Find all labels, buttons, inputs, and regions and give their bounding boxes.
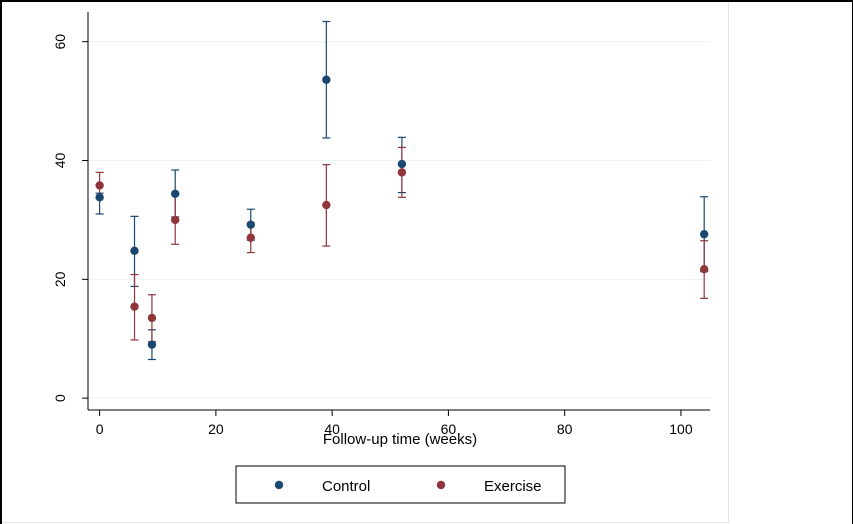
point-exercise-1 (130, 302, 139, 311)
point-exercise-4 (246, 233, 255, 242)
point-control-7 (699, 229, 709, 239)
legend-label-exercise: Exercise (484, 478, 542, 495)
x-tick-label-40: 40 (324, 421, 340, 437)
legend-marker-exercise (436, 480, 446, 490)
point-exercise-5 (322, 200, 331, 210)
x-tick-label-80: 80 (557, 421, 573, 437)
point-exercise-0 (95, 181, 104, 190)
point-exercise-7 (699, 265, 709, 274)
point-control-0 (95, 193, 104, 202)
point-exercise-6 (397, 168, 407, 177)
y-tick-label-40: 40 (52, 153, 68, 169)
legend: Control Exercise (235, 465, 566, 504)
graph-region (2, 2, 729, 523)
point-exercise-2 (147, 313, 157, 323)
error-bars (95, 20, 709, 361)
point-control-1 (130, 246, 139, 255)
point-control-3 (170, 189, 180, 198)
legend-box (235, 465, 566, 504)
point-control-5 (322, 75, 331, 84)
point-control-2 (147, 340, 157, 349)
y-tick-label-0: 0 (52, 394, 68, 402)
point-exercise-3 (170, 215, 180, 225)
point-control-6 (397, 159, 407, 169)
x-axis-title: Follow-up time (weeks) (323, 431, 477, 448)
x-tick-label-60: 60 (441, 421, 457, 437)
x-tick-label-100: 100 (669, 421, 693, 437)
y-tick-label-20: 20 (52, 271, 68, 287)
x-tick-label-20: 20 (208, 421, 224, 437)
gridlines (88, 41, 710, 399)
y-tick-label-60: 60 (52, 34, 68, 50)
x-tick-label-0: 0 (96, 421, 104, 437)
legend-marker-control (274, 480, 284, 490)
data-points (95, 75, 709, 349)
axes: 0 20 40 60 0 20 40 60 80 100 (52, 12, 710, 437)
point-control-4 (246, 220, 255, 229)
legend-label-control: Control (322, 478, 370, 495)
